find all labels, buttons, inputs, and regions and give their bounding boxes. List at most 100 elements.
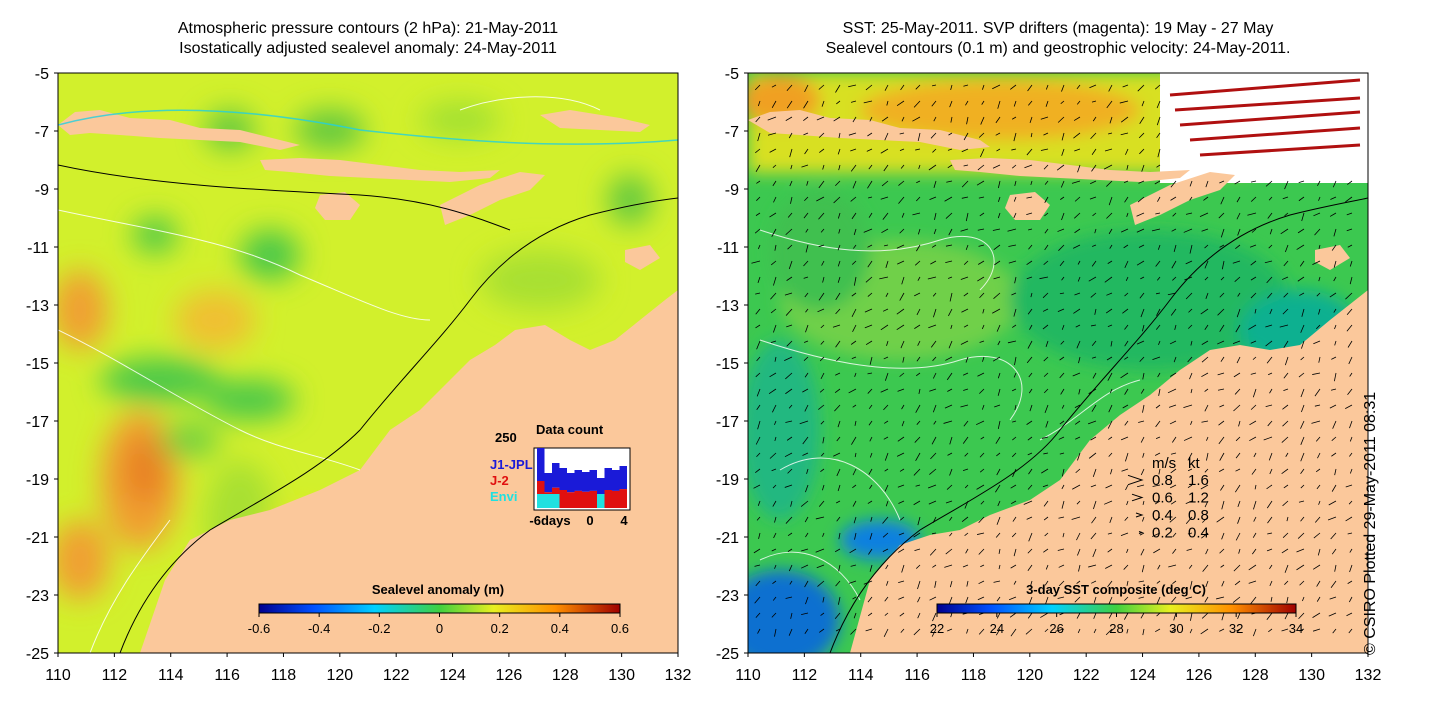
velocity-vector xyxy=(1170,308,1177,316)
velocity-vector xyxy=(756,356,761,362)
velocity-vector xyxy=(1044,628,1049,633)
velocity-vector xyxy=(864,308,873,313)
velocity-vector xyxy=(819,628,825,633)
velocity-vector xyxy=(755,612,761,618)
velocity-vector xyxy=(1055,628,1065,632)
velocity-vector xyxy=(1328,612,1337,617)
left-map-axes: -5 -7 -9 -11 -13 -15 -17 -19 -21 -23 -25 110 112 114 1… xyxy=(26,66,692,684)
velocity-vector xyxy=(1013,100,1017,107)
velocity-vector xyxy=(1201,372,1209,378)
velocity-vector xyxy=(1171,596,1177,603)
velocity-vector xyxy=(980,564,985,568)
velocity-vector xyxy=(933,420,937,425)
velocity-vector xyxy=(1270,596,1273,602)
velocity-vector xyxy=(1061,404,1065,409)
velocity-vector xyxy=(1187,468,1193,472)
velocity-vector xyxy=(961,148,969,153)
velocity-vector xyxy=(1171,260,1177,269)
velocity-vector xyxy=(1108,132,1113,135)
velocity-vector xyxy=(838,164,841,171)
velocity-vector xyxy=(976,484,985,490)
velocity-vector xyxy=(1088,452,1097,459)
velocity-vector xyxy=(1265,340,1273,347)
velocity-vector xyxy=(1014,404,1017,411)
velocity-vector xyxy=(949,516,953,521)
velocity-vector xyxy=(1317,548,1321,556)
velocity-vector xyxy=(1124,420,1129,426)
velocity-vector xyxy=(1122,308,1129,314)
velocity-vector xyxy=(1250,260,1257,266)
velocity-vector xyxy=(1126,628,1129,634)
velocity-vector xyxy=(803,356,809,361)
velocity-vector xyxy=(1010,564,1017,569)
velocity-vector xyxy=(867,372,873,375)
velocity-vector xyxy=(835,500,841,504)
velocity-vector xyxy=(1248,580,1257,584)
velocity-vector xyxy=(804,516,809,523)
velocity-vector xyxy=(805,324,809,333)
data-count-bar-j1 xyxy=(574,470,582,491)
velocity-vector xyxy=(900,84,905,91)
velocity-vector xyxy=(1138,132,1145,139)
velocity-vector xyxy=(1120,228,1129,233)
right-xtick-label: 128 xyxy=(1242,667,1269,684)
velocity-vector xyxy=(897,260,905,265)
velocity-vector xyxy=(945,548,953,555)
velocity-vector xyxy=(852,484,857,489)
velocity-vector xyxy=(818,292,825,301)
velocity-vector xyxy=(1109,244,1113,249)
velocity-vector xyxy=(896,452,905,457)
right-colorbar-tick: 32 xyxy=(1229,621,1243,636)
velocity-vector xyxy=(853,612,857,619)
velocity-vector xyxy=(851,356,857,360)
velocity-vector xyxy=(804,580,809,588)
velocity-vector xyxy=(995,116,1001,124)
velocity-vector xyxy=(1282,404,1289,410)
velocity-vector xyxy=(1057,228,1065,232)
velocity-vector xyxy=(802,452,809,456)
velocity-vector xyxy=(1216,596,1225,600)
velocity-vector xyxy=(1027,612,1033,619)
data-count-bar-j2 xyxy=(619,489,627,508)
velocity-vector xyxy=(865,340,873,346)
velocity-vector xyxy=(883,356,889,360)
velocity-vector xyxy=(1269,468,1273,475)
velocity-vector xyxy=(1075,324,1081,328)
velocity-vector xyxy=(1268,244,1273,249)
velocity-vector xyxy=(819,356,825,362)
left-colorbar: Sealevel anomaly (m) -0.6 -0.4 -0.2 0 0.2 0.4… xyxy=(248,582,629,636)
velocity-vector xyxy=(1219,180,1225,184)
velocity-vector xyxy=(834,548,841,553)
velocity-vector xyxy=(963,420,969,427)
velocity-vector xyxy=(1156,276,1161,281)
velocity-vector xyxy=(756,196,761,201)
velocity-vector xyxy=(881,116,889,122)
velocity-vector xyxy=(1142,372,1145,380)
velocity-vector xyxy=(1142,628,1145,636)
velocity-vector xyxy=(805,244,809,253)
velocity-vector xyxy=(803,276,809,279)
velocity-vector xyxy=(931,628,937,637)
velocity-vector xyxy=(1091,404,1097,412)
velocity-vector xyxy=(805,532,809,538)
velocity-vector xyxy=(882,516,889,524)
velocity-vector xyxy=(1281,468,1289,474)
velocity-vector xyxy=(1172,580,1177,585)
velocity-vector xyxy=(769,212,777,218)
data-count-ymax: 250 xyxy=(495,430,517,445)
velocity-vector xyxy=(1333,308,1337,313)
velocity-vector xyxy=(1348,356,1353,365)
velocity-vector xyxy=(1238,548,1241,554)
velocity-vector xyxy=(1219,324,1225,332)
velocity-vector xyxy=(914,260,921,266)
velocity-vector xyxy=(1349,372,1353,377)
velocity-vector xyxy=(1237,516,1241,524)
velocity-vector xyxy=(1043,372,1049,377)
left-xtick-label: 118 xyxy=(271,667,297,684)
velocity-vector xyxy=(1282,532,1289,539)
data-count-bar-j1 xyxy=(612,470,620,491)
velocity-vector xyxy=(1028,388,1033,394)
velocity-vector xyxy=(885,292,889,297)
velocity-vector xyxy=(854,372,857,377)
velocity-vector xyxy=(880,148,889,154)
